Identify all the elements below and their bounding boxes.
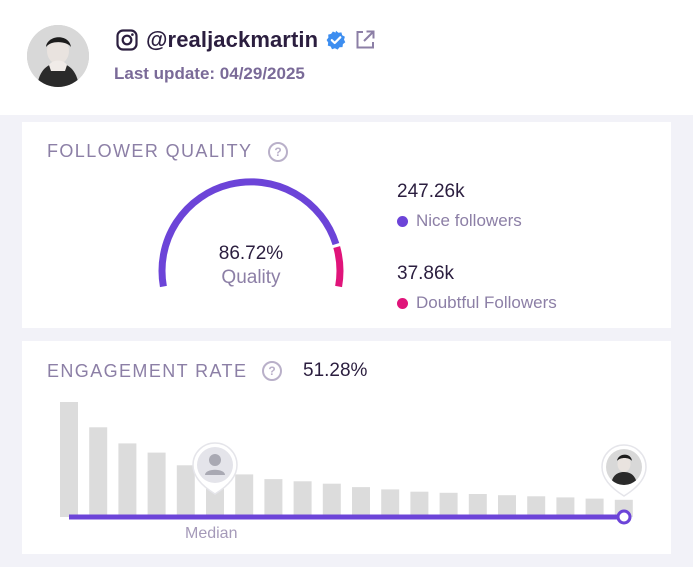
quality-gauge	[158, 178, 344, 288]
user-position-marker	[616, 509, 632, 525]
distribution-bar	[439, 492, 458, 517]
doubtful-followers-label: Doubtful Followers	[416, 293, 557, 312]
user-placeholder-icon	[205, 454, 225, 475]
median-pin	[192, 442, 238, 495]
profile-header: @realjackmartin Last update: 04/29/2025	[0, 0, 693, 115]
distribution-bar	[468, 494, 487, 517]
distribution-bar	[264, 479, 283, 518]
follower-quality-card: FOLLOWER QUALITY ? 86.72% Quality 247.26…	[22, 122, 671, 328]
nice-followers-legend: Nice followers	[397, 211, 522, 231]
distribution-bar	[89, 427, 108, 517]
verified-badge-icon	[326, 30, 346, 50]
distribution-bar	[293, 481, 312, 517]
distribution-bar	[147, 452, 166, 517]
profile-avatar	[27, 25, 89, 87]
distribution-bar	[60, 402, 78, 517]
doubtful-dot-icon	[397, 297, 408, 309]
doubtful-followers-count: 37.86k	[397, 263, 455, 284]
distribution-bar	[235, 474, 254, 517]
help-icon[interactable]: ?	[268, 142, 288, 162]
engagement-rate-card: ENGAGEMENT RATE ? 51.28% Median	[22, 341, 671, 554]
gauge-nice-arc	[158, 178, 340, 288]
nice-followers-label: Nice followers	[416, 211, 522, 230]
quality-label: Quality	[221, 267, 281, 288]
distribution-bar	[118, 443, 137, 517]
doubtful-followers-legend: Doubtful Followers	[397, 293, 557, 313]
last-update-date: Last update: 04/29/2025	[114, 64, 305, 83]
profile-handle: @realjackmartin	[146, 27, 319, 52]
user-avatar-pin	[601, 444, 647, 497]
nice-followers-count: 247.26k	[397, 181, 465, 202]
follower-quality-title: FOLLOWER QUALITY	[47, 141, 253, 161]
engagement-distribution-chart	[60, 402, 647, 525]
engagement-rate-value: 51.28%	[303, 360, 368, 381]
help-icon[interactable]: ?	[262, 361, 282, 381]
distribution-bar	[410, 491, 429, 517]
distribution-bar	[176, 465, 195, 518]
distribution-bar	[381, 489, 400, 517]
engagement-rate-title: ENGAGEMENT RATE	[47, 361, 248, 381]
handle-row: @realjackmartin	[116, 26, 376, 54]
distribution-bar	[498, 495, 516, 518]
distribution-bar	[556, 497, 575, 517]
distribution-bar	[352, 487, 370, 517]
distribution-bar	[585, 498, 604, 517]
gauge-doubtful-arc	[333, 246, 344, 288]
quality-percentage: 86.72%	[218, 243, 284, 264]
distribution-bar	[527, 496, 546, 517]
median-label: Median	[185, 525, 238, 542]
instagram-icon	[116, 29, 138, 51]
external-link-icon[interactable]	[354, 29, 376, 51]
nice-dot-icon	[397, 215, 408, 227]
distribution-bar	[322, 483, 341, 517]
